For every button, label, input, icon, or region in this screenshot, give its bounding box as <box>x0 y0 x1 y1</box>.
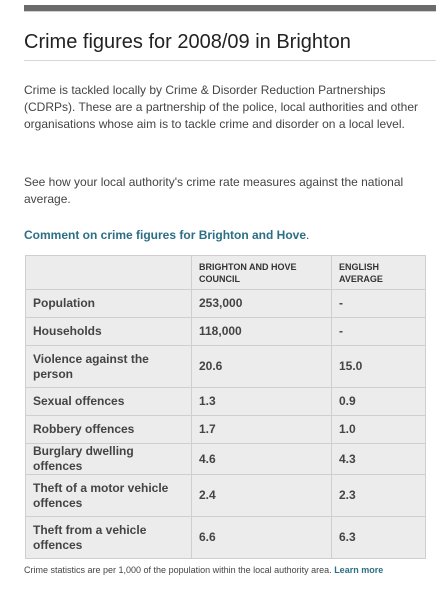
table-row: Sexual offences 1.3 0.9 <box>25 387 426 416</box>
council-value: 1.7 <box>191 415 332 444</box>
title-divider <box>24 60 436 61</box>
average-value: 4.3 <box>331 443 426 475</box>
table-row: Theft of a motor vehicle offences 2.4 2.… <box>25 474 426 517</box>
row-label: Theft of a motor vehicle offences <box>25 474 192 517</box>
council-value: 118,000 <box>191 317 332 346</box>
table-header-council: BRIGHTON AND HOVE COUNCIL <box>191 255 332 290</box>
council-value: 253,000 <box>191 289 332 318</box>
table-row: Population 253,000 - <box>25 289 426 318</box>
table-row: Violence against the person 20.6 15.0 <box>25 345 426 388</box>
intro-paragraph: Crime is tackled locally by Crime & Diso… <box>24 83 418 131</box>
table-header-row: BRIGHTON AND HOVE COUNCIL ENGLISH AVERAG… <box>25 255 426 290</box>
average-value: 0.9 <box>331 387 426 416</box>
top-rule-shadow <box>24 11 436 12</box>
average-value: 6.3 <box>331 516 426 559</box>
average-value: - <box>331 317 426 346</box>
row-label: Theft from a vehicle offences <box>25 516 192 559</box>
average-value: 15.0 <box>331 345 426 388</box>
row-label: Sexual offences <box>25 387 192 416</box>
crime-figures-table: BRIGHTON AND HOVE COUNCIL ENGLISH AVERAG… <box>25 255 426 559</box>
table-header-english-average: ENGLISH AVERAGE <box>331 255 426 290</box>
footnote-text: Crime statistics are per 1,000 of the po… <box>24 565 332 575</box>
table-row: Theft from a vehicle offences 6.6 6.3 <box>25 516 426 559</box>
page-title: Crime figures for 2008/09 in Brighton <box>24 31 351 53</box>
row-label: Households <box>25 317 192 346</box>
comment-link-period: . <box>306 228 310 242</box>
compare-paragraph: See how your local authority's crime rat… <box>24 175 404 206</box>
average-value: - <box>331 289 426 318</box>
row-label: Population <box>25 289 192 318</box>
top-rule <box>24 5 436 11</box>
comment-link-container: Comment on crime figures for Brighton an… <box>24 227 309 244</box>
row-label: Burglary dwelling offences <box>25 443 192 475</box>
table-row: Robbery offences 1.7 1.0 <box>25 415 426 444</box>
council-value: 1.3 <box>191 387 332 416</box>
table-header-blank <box>25 255 192 290</box>
average-value: 1.0 <box>331 415 426 444</box>
table-row: Burglary dwelling offences 4.6 4.3 <box>25 443 426 475</box>
council-value: 20.6 <box>191 345 332 388</box>
council-value: 6.6 <box>191 516 332 559</box>
row-label: Violence against the person <box>25 345 192 388</box>
average-value: 2.3 <box>331 474 426 517</box>
footnote: Crime statistics are per 1,000 of the po… <box>24 563 428 577</box>
table-row: Households 118,000 - <box>25 317 426 346</box>
council-value: 2.4 <box>191 474 332 517</box>
comment-link[interactable]: Comment on crime figures for Brighton an… <box>24 228 307 242</box>
council-value: 4.6 <box>191 443 332 475</box>
learn-more-link[interactable]: Learn more <box>334 565 384 575</box>
row-label: Robbery offences <box>25 415 192 444</box>
